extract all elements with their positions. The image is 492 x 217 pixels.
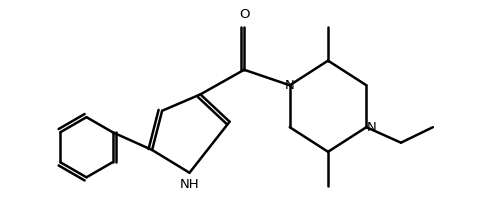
Text: N: N <box>367 121 377 134</box>
Text: N: N <box>285 79 295 92</box>
Text: O: O <box>239 8 249 21</box>
Text: NH: NH <box>180 178 199 191</box>
